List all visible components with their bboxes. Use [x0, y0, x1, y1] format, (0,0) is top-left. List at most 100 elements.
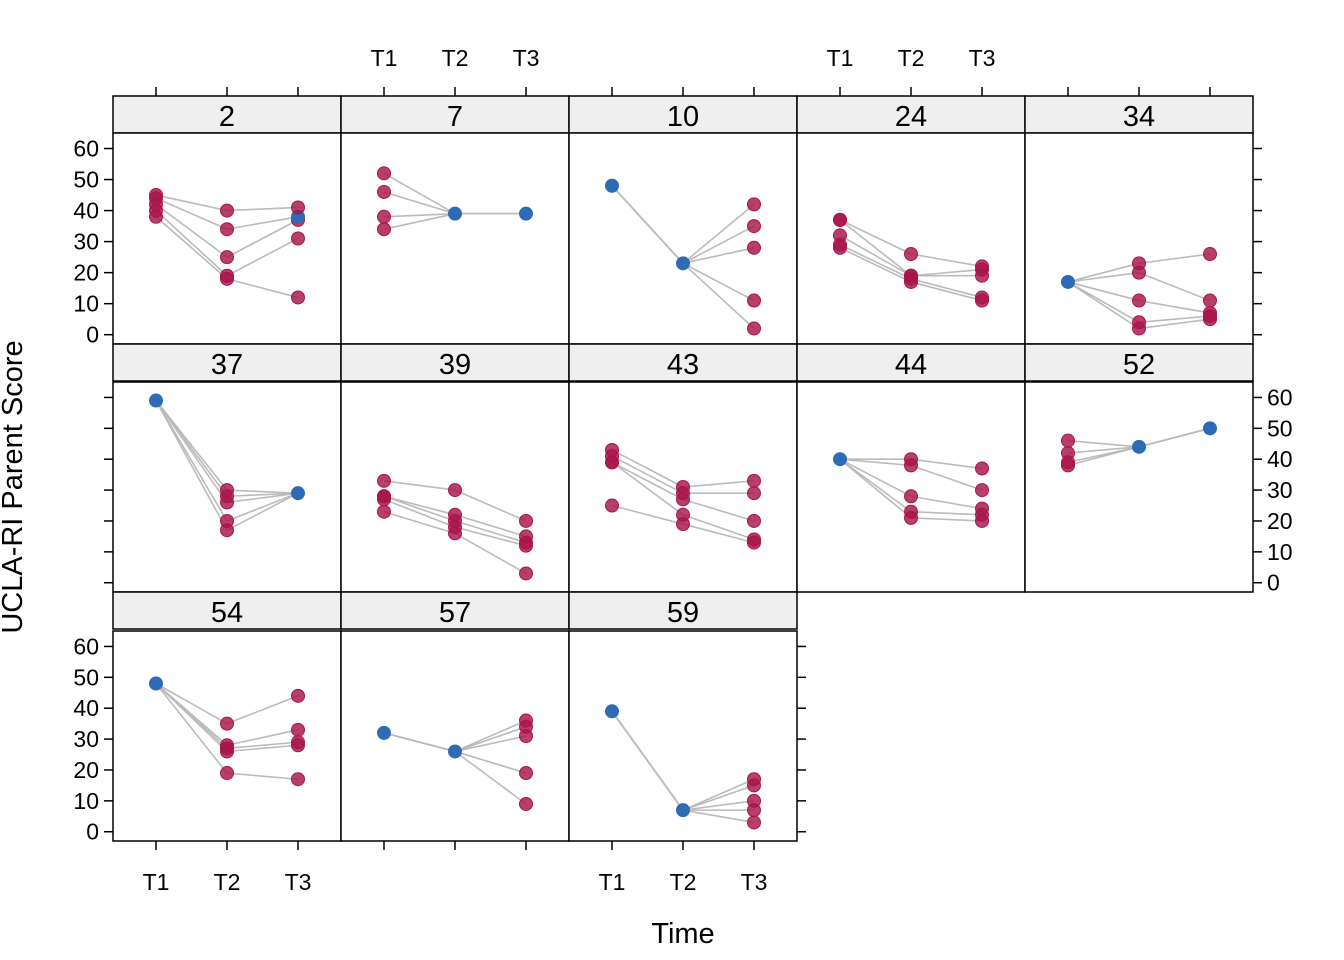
- panel-strip-label: 24: [895, 101, 927, 133]
- hub-point: [1132, 439, 1146, 454]
- data-point: [1203, 293, 1217, 308]
- panel-strip: [112, 343, 342, 382]
- data-point: [291, 735, 305, 750]
- hub-point: [519, 206, 533, 221]
- data-point: [1132, 315, 1146, 330]
- data-point: [1061, 446, 1075, 461]
- y-tick-label: 10: [1267, 539, 1293, 565]
- panel-39: 39: [340, 343, 570, 593]
- panel-52: 52: [1024, 343, 1254, 593]
- panel-strip-label: 34: [1123, 101, 1155, 133]
- data-point: [747, 473, 761, 488]
- hub-point: [833, 452, 847, 467]
- data-point: [291, 722, 305, 737]
- hub-point: [676, 256, 690, 271]
- data-point: [833, 228, 847, 243]
- data-point: [904, 489, 918, 504]
- data-point: [904, 247, 918, 262]
- x-tick-label: T2: [670, 869, 697, 895]
- data-point: [904, 268, 918, 283]
- data-point: [448, 507, 462, 522]
- data-point: [220, 250, 234, 265]
- data-point: [220, 716, 234, 731]
- data-point: [747, 293, 761, 308]
- panel-plot-area: [796, 381, 1026, 593]
- hub-point: [448, 206, 462, 221]
- data-point: [747, 815, 761, 830]
- panel-strip-label: 10: [667, 101, 699, 133]
- data-point: [220, 766, 234, 781]
- panel-strip: [340, 591, 570, 630]
- panel-strip: [1024, 343, 1254, 382]
- hub-point: [1061, 274, 1075, 289]
- data-point: [676, 507, 690, 522]
- y-tick-label: 40: [1267, 446, 1293, 472]
- data-point: [975, 483, 989, 498]
- panel-plot-area: [568, 132, 798, 345]
- hub-point: [149, 676, 163, 691]
- data-point: [220, 203, 234, 218]
- panel-57: 57: [340, 591, 570, 842]
- y-tick-label: 20: [73, 757, 99, 783]
- data-point: [747, 197, 761, 212]
- panel-points: [149, 393, 305, 538]
- data-point: [377, 209, 391, 224]
- panel-strip: [796, 343, 1026, 382]
- panel-2: 2: [112, 95, 342, 345]
- x-tick-label: T1: [143, 869, 170, 895]
- hub-point: [149, 393, 163, 408]
- y-tick-label: 0: [86, 322, 99, 348]
- data-point: [747, 486, 761, 501]
- data-point: [377, 489, 391, 504]
- data-point: [220, 222, 234, 237]
- data-point: [291, 290, 305, 305]
- y-tick-label: 30: [73, 726, 99, 752]
- y-tick-label: 10: [73, 291, 99, 317]
- x-tick-label: T1: [827, 45, 854, 71]
- data-point: [519, 713, 533, 728]
- panel-points: [149, 676, 305, 787]
- panel-points: [377, 713, 533, 811]
- x-axis-label: Time: [651, 918, 714, 950]
- data-point: [1061, 433, 1075, 448]
- hub-point: [377, 725, 391, 740]
- x-tick-label: T3: [285, 869, 312, 895]
- data-point: [519, 796, 533, 811]
- data-point: [377, 222, 391, 237]
- panel-37: 37: [112, 343, 342, 593]
- data-point: [605, 498, 619, 513]
- panel-strip-label: 59: [667, 597, 699, 629]
- panels-layer: 2 7 10 24 34 37 39 43 44 52 54 57 59: [112, 95, 1254, 842]
- panel-points: [1061, 421, 1217, 473]
- data-point: [605, 442, 619, 457]
- data-point: [747, 532, 761, 547]
- data-point: [220, 483, 234, 498]
- data-point: [747, 513, 761, 528]
- panel-strip-label: 43: [667, 349, 699, 381]
- data-point: [519, 566, 533, 581]
- panel-points: [149, 188, 305, 305]
- data-point: [519, 513, 533, 528]
- data-point: [519, 766, 533, 781]
- panel-43: 43: [568, 343, 798, 593]
- panel-points: [605, 178, 761, 336]
- data-point: [149, 188, 163, 203]
- data-point: [220, 513, 234, 528]
- panel-plot-area: [112, 132, 342, 345]
- y-tick-label: 0: [1267, 570, 1280, 596]
- data-point: [291, 688, 305, 703]
- panel-plot-area: [1024, 381, 1254, 593]
- data-point: [975, 259, 989, 274]
- panel-strip-label: 52: [1123, 349, 1155, 381]
- x-tick-label: T3: [741, 869, 768, 895]
- data-point: [1203, 247, 1217, 262]
- panel-strip-label: 39: [439, 349, 471, 381]
- x-tick-label: T3: [513, 45, 540, 71]
- panel-34: 34: [1024, 95, 1254, 345]
- y-tick-label: 30: [73, 229, 99, 255]
- data-point: [747, 772, 761, 787]
- data-point: [519, 529, 533, 544]
- x-tick-label: T2: [214, 869, 241, 895]
